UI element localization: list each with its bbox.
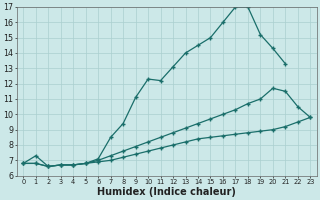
X-axis label: Humidex (Indice chaleur): Humidex (Indice chaleur) — [97, 187, 236, 197]
